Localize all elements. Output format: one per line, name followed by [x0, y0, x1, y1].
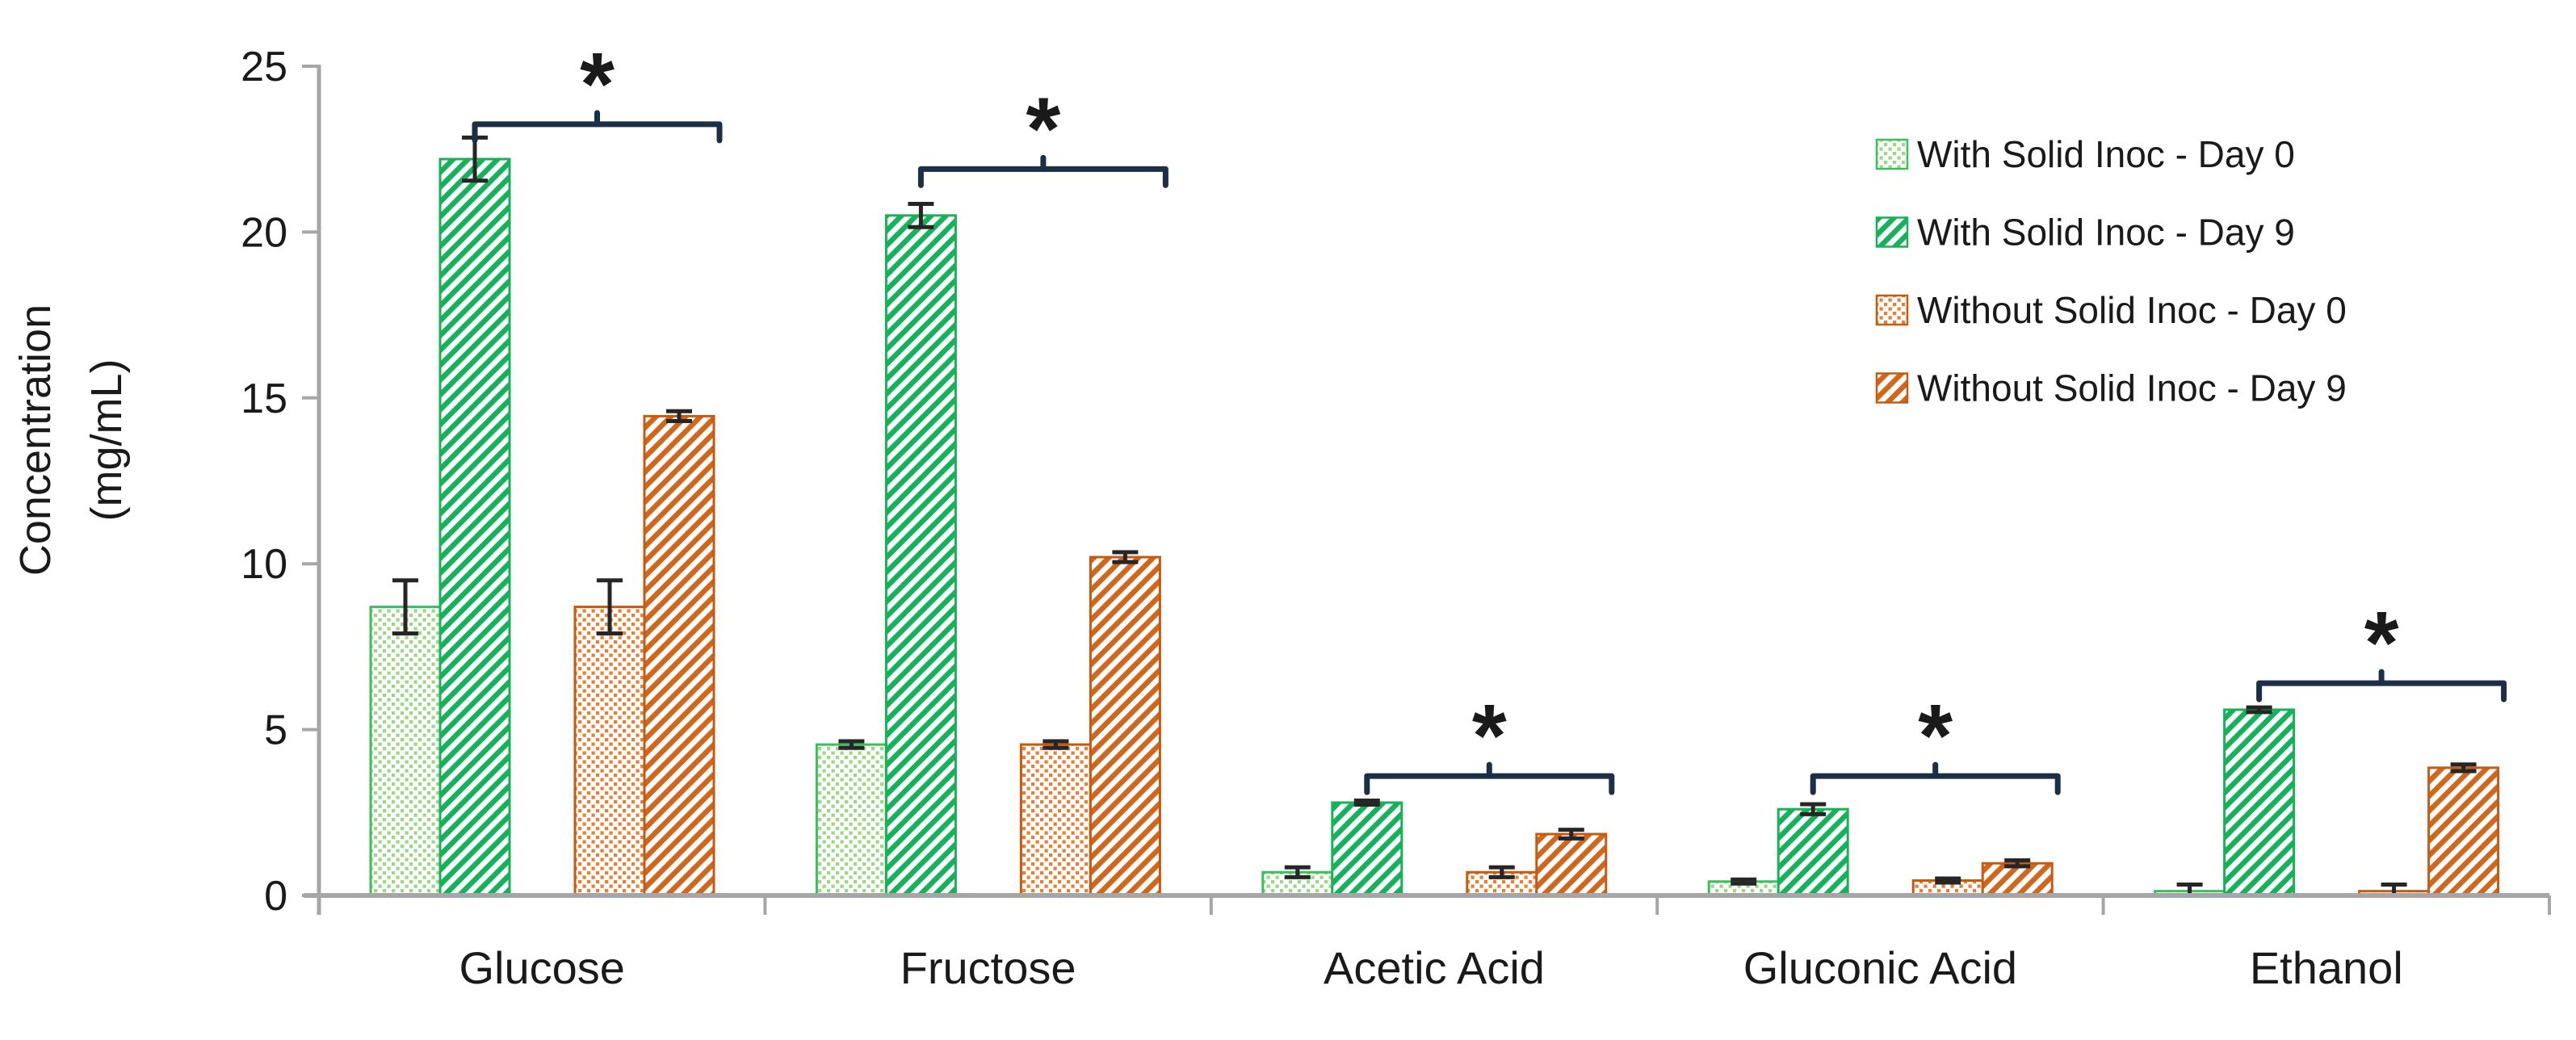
legend-swatch-with-solid-inoc-day-0: [1875, 138, 1909, 170]
x-category-label: Glucose: [459, 942, 624, 993]
error-bar-acetic-acid-with-solid-inoc-day-9: [1353, 799, 1380, 807]
error-bar-acetic-acid-with-solid-inoc-day-0: [1284, 865, 1311, 879]
bar-gluconic-acid-without-solid-inoc-day-9: [1981, 862, 2054, 897]
significance-bracket-glucose: [472, 110, 723, 144]
bar-fructose-with-solid-inoc-day-9: [884, 214, 957, 897]
bar-glucose-without-solid-inoc-day-9: [643, 414, 715, 897]
bar-glucose-without-solid-inoc-day-0: [573, 606, 646, 897]
error-bar-ethanol-with-solid-inoc-day-9: [2246, 705, 2272, 715]
error-bar-gluconic-acid-without-solid-inoc-day-0: [1935, 876, 1961, 885]
legend-swatch-without-solid-inoc-day-0: [1875, 294, 1909, 326]
y-tick-label: 20: [241, 209, 287, 256]
bar-acetic-acid-without-solid-inoc-day-9: [1535, 832, 1608, 897]
error-bar-acetic-acid-without-solid-inoc-day-9: [1558, 828, 1584, 841]
bar-glucose-with-solid-inoc-day-0: [369, 606, 442, 897]
error-bar-glucose-without-solid-inoc-day-9: [666, 409, 692, 424]
legend-label: With Solid Inoc - Day 9: [1917, 212, 2295, 254]
error-bar-gluconic-acid-with-solid-inoc-day-0: [1731, 877, 1757, 886]
significance-asterisk: *: [1918, 686, 1953, 786]
bar-fructose-without-solid-inoc-day-0: [1019, 743, 1092, 897]
significance-asterisk: *: [1472, 686, 1507, 786]
significance-bracket-fructose: [917, 154, 1168, 188]
y-tick-label: 25: [241, 44, 287, 90]
bar-fructose-with-solid-inoc-day-0: [815, 743, 887, 897]
y-tick-label: 10: [241, 541, 287, 588]
legend-label: With Solid Inoc - Day 0: [1917, 133, 2295, 175]
x-category-label: Fructose: [900, 942, 1076, 993]
error-bar-fructose-without-solid-inoc-day-0: [1043, 739, 1069, 750]
error-bar-gluconic-acid-without-solid-inoc-day-9: [2004, 858, 2031, 869]
error-bar-fructose-with-solid-inoc-day-9: [908, 201, 934, 229]
significance-asterisk: *: [1026, 79, 1060, 178]
bar-ethanol-without-solid-inoc-day-9: [2427, 766, 2500, 897]
legend-swatch-with-solid-inoc-day-9: [1875, 216, 1909, 248]
significance-asterisk: *: [2364, 593, 2399, 693]
y-tick-label: 15: [241, 375, 287, 422]
legend-label: Without Solid Inoc - Day 9: [1917, 367, 2347, 409]
error-bar-gluconic-acid-with-solid-inoc-day-9: [1800, 802, 1827, 816]
error-bar-glucose-without-solid-inoc-day-0: [597, 578, 623, 635]
error-bar-fructose-without-solid-inoc-day-9: [1112, 550, 1139, 564]
significance-bracket-ethanol: [2256, 669, 2507, 702]
error-bar-glucose-with-solid-inoc-day-0: [392, 578, 418, 635]
y-axis-title-line1: Concentration: [11, 304, 60, 576]
bar-gluconic-acid-with-solid-inoc-day-9: [1777, 807, 1849, 897]
x-category-label: Ethanol: [2250, 942, 2403, 993]
y-tick-label: 0: [264, 873, 287, 920]
bar-ethanol-with-solid-inoc-day-9: [2223, 708, 2296, 897]
x-category-label: Acetic Acid: [1324, 942, 1545, 993]
error-bar-acetic-acid-without-solid-inoc-day-0: [1488, 865, 1515, 879]
significance-bracket-acetic-acid: [1364, 761, 1615, 795]
y-tick-label: 5: [264, 707, 287, 754]
y-axis-title-line2: (mg/mL): [82, 359, 131, 522]
bar-acetic-acid-with-solid-inoc-day-9: [1331, 801, 1403, 897]
x-category-label: Gluconic Acid: [1743, 942, 2017, 993]
legend-swatch-without-solid-inoc-day-9: [1875, 372, 1909, 404]
bar-glucose-with-solid-inoc-day-9: [438, 157, 511, 897]
error-bar-ethanol-without-solid-inoc-day-9: [2450, 762, 2477, 774]
error-bar-fructose-with-solid-inoc-day-0: [838, 739, 865, 750]
bar-fructose-without-solid-inoc-day-9: [1089, 556, 1161, 897]
legend-label: Without Solid Inoc - Day 0: [1917, 289, 2347, 331]
significance-asterisk: *: [580, 35, 615, 134]
significance-bracket-gluconic-acid: [1810, 761, 2061, 795]
